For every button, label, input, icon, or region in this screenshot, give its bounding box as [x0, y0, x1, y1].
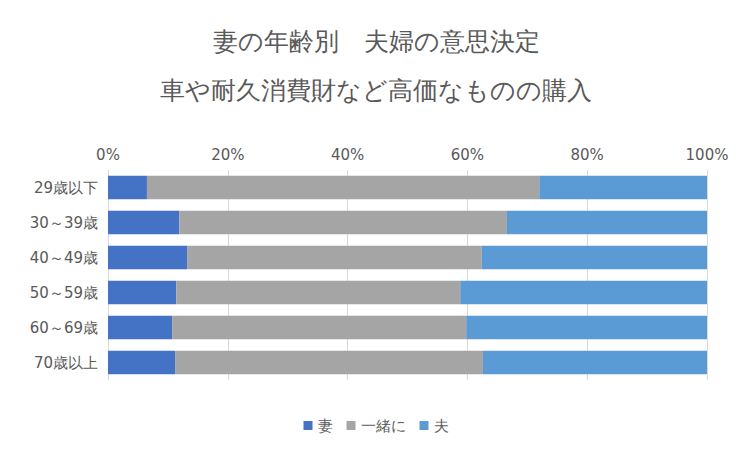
svg-text:40～49歳: 40～49歳	[30, 249, 98, 267]
svg-text:一緒に: 一緒に	[361, 417, 406, 435]
svg-text:50～59歳: 50～59歳	[30, 284, 98, 302]
svg-text:70歳以上: 70歳以上	[34, 354, 98, 372]
svg-text:29歳以下: 29歳以下	[34, 179, 98, 197]
svg-text:60～69歳: 60～69歳	[30, 319, 98, 337]
svg-text:夫: 夫	[434, 417, 449, 435]
svg-text:80%: 80%	[571, 146, 604, 164]
svg-text:100%: 100%	[686, 146, 729, 164]
svg-text:30～39歳: 30～39歳	[30, 214, 98, 232]
svg-text:40%: 40%	[331, 146, 364, 164]
svg-text:20%: 20%	[211, 146, 244, 164]
svg-text:60%: 60%	[451, 146, 484, 164]
svg-text:妻: 妻	[318, 417, 333, 435]
svg-text:妻の年齢別 夫婦の意思決定: 妻の年齢別 夫婦の意思決定	[213, 27, 540, 56]
svg-text:0%: 0%	[96, 146, 120, 164]
svg-text:車や耐久消費財など高価なものの購入: 車や耐久消費財など高価なものの購入	[160, 76, 592, 105]
